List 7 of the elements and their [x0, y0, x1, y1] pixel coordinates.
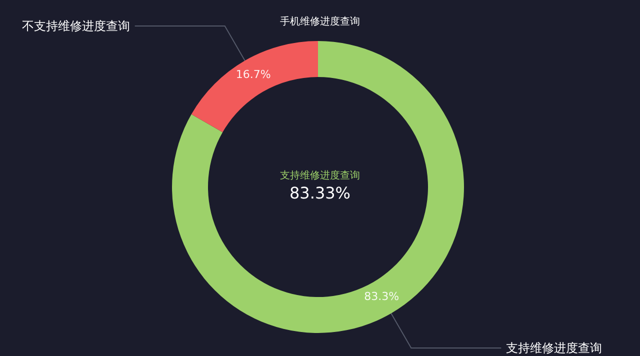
data-label: 16.7% [236, 68, 271, 82]
slice-label: 不支持维修进度查询 [22, 19, 130, 34]
text: 支持维修进度查询 [280, 170, 360, 182]
slice-label: 支持维修进度查询 [506, 340, 602, 355]
chart-title: 手机维修进度查询 [280, 16, 360, 28]
text: 83.33% [289, 184, 351, 202]
data-label: 83.3% [364, 290, 400, 303]
